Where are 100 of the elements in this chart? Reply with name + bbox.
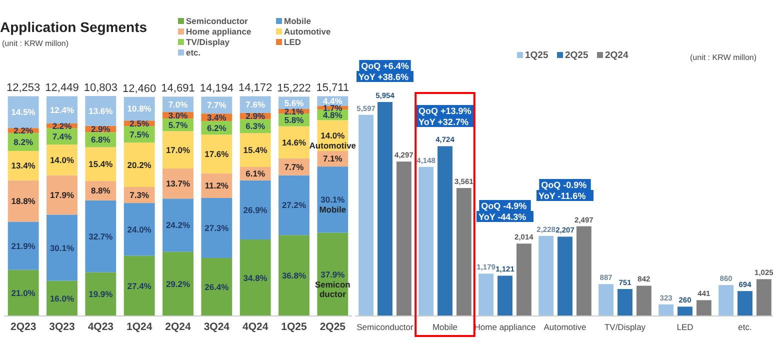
bar	[516, 244, 532, 316]
data-label: 2.9%	[246, 111, 266, 122]
x-tick-label: 2Q25	[320, 321, 346, 333]
data-label: 12.4%	[50, 104, 74, 115]
data-label: 30.1%	[320, 194, 346, 205]
bar	[124, 142, 155, 187]
bar	[162, 168, 194, 199]
data-label: 14.6%	[282, 137, 306, 148]
annotation: QoQ -4.9%	[481, 201, 527, 211]
text: 14,691	[161, 82, 195, 95]
bar	[378, 102, 392, 316]
bar	[46, 175, 78, 215]
data-label: 26.9%	[243, 204, 268, 215]
data-label: 32.7%	[88, 231, 114, 242]
legend-label: 2Q24	[605, 50, 629, 61]
x-tick-label: Automotive	[544, 322, 587, 332]
chart-title: Application Segments	[0, 19, 148, 35]
data-label: 6.2%	[206, 122, 227, 133]
data-label: 29.2%	[166, 278, 190, 289]
data-label: 27.4%	[127, 280, 152, 291]
data-label: 14.5%	[11, 107, 36, 118]
text: 15,222	[277, 82, 311, 95]
data-label: 20.2%	[127, 160, 152, 170]
bar	[278, 175, 310, 236]
legend-label: TV/Display	[186, 37, 230, 47]
bar	[278, 126, 310, 158]
bar	[240, 180, 271, 240]
data-label: 5.7%	[168, 120, 188, 130]
data-label: 3.0%	[168, 110, 188, 120]
annotation: QoQ -0.9%	[541, 180, 587, 190]
chart-subtitle: (unit : KRW millon)	[2, 39, 69, 48]
x-tick-label: 1Q24	[126, 321, 152, 333]
bar	[201, 258, 232, 316]
x-tick-label: Semiconductor	[356, 322, 414, 332]
data-label: 15.4%	[243, 145, 268, 156]
data-label: 17.0%	[166, 144, 190, 155]
data-label: 37.9%	[320, 269, 346, 280]
legend-label: 2Q25	[565, 50, 589, 61]
annotation: YoY +32.7%	[418, 117, 468, 127]
x-tick-label: 4Q23	[88, 321, 114, 333]
data-label: 13.7%	[166, 178, 190, 189]
bar	[558, 236, 572, 316]
text: 10,803	[84, 82, 118, 94]
legend-label: Mobile	[284, 16, 312, 26]
bar	[162, 131, 194, 169]
data-label: 5.6%	[284, 98, 304, 108]
data-label: 7.7%	[206, 100, 227, 110]
text: QoQ +6.4%	[361, 61, 409, 71]
chart-subtitle: (unit : KRW millon)	[690, 53, 757, 62]
data-label: 11.2%	[204, 180, 229, 191]
data-label: 2.2%	[52, 120, 72, 131]
data-label: 7.3%	[130, 190, 150, 200]
bar	[718, 285, 734, 316]
bar	[538, 236, 554, 316]
data-label: 24.0%	[127, 224, 152, 234]
bar	[8, 150, 39, 180]
bar	[8, 270, 39, 316]
bar	[396, 162, 412, 316]
x-tick-label: LED	[676, 322, 694, 332]
bar	[678, 306, 692, 316]
bar	[438, 146, 452, 316]
data-label: 2.1%	[284, 106, 304, 116]
legend-label: Automotive	[284, 26, 332, 36]
data-label: 17.9%	[50, 190, 74, 200]
data-label: 8.2%	[14, 136, 34, 147]
text: 14,194	[200, 82, 234, 95]
data-label: 8.8%	[90, 186, 111, 196]
bar	[317, 166, 348, 233]
bar	[85, 200, 116, 272]
data-label: 26.4%	[204, 282, 230, 292]
bar	[478, 274, 494, 316]
data-label: 2.9%	[90, 124, 111, 134]
x-tick-label: TV/Display	[604, 322, 646, 332]
bar	[201, 134, 232, 174]
data-label: 21.0%	[11, 288, 36, 298]
data-label: 34.8%	[243, 272, 268, 283]
bar	[598, 284, 614, 316]
text: 14,172	[238, 82, 272, 94]
data-label: 15.4%	[88, 159, 114, 170]
bar	[418, 166, 434, 316]
data-label: 14.0%	[50, 154, 74, 165]
legend-label: Semiconductor	[186, 16, 249, 26]
data-label: 10.8%	[127, 104, 152, 114]
bar	[8, 222, 39, 270]
x-tick-label: 2Q23	[10, 321, 36, 333]
annotation: QoQ +13.9%	[418, 106, 472, 116]
bar	[658, 304, 674, 316]
data-label: 7.0%	[168, 99, 188, 110]
bar	[618, 289, 632, 316]
bar	[124, 256, 155, 316]
data-label: 6.8%	[90, 134, 111, 145]
data-label: 6.3%	[246, 121, 266, 132]
data-label: 7.6%	[246, 100, 266, 110]
data-label: 24.2%	[166, 220, 190, 230]
data-label: 27.2%	[282, 200, 306, 210]
data-label: 30.1%	[50, 242, 74, 253]
bar	[240, 240, 271, 316]
data-label: 27.3%	[204, 222, 230, 233]
bar	[8, 180, 39, 222]
data-label: 5.8%	[284, 114, 304, 125]
